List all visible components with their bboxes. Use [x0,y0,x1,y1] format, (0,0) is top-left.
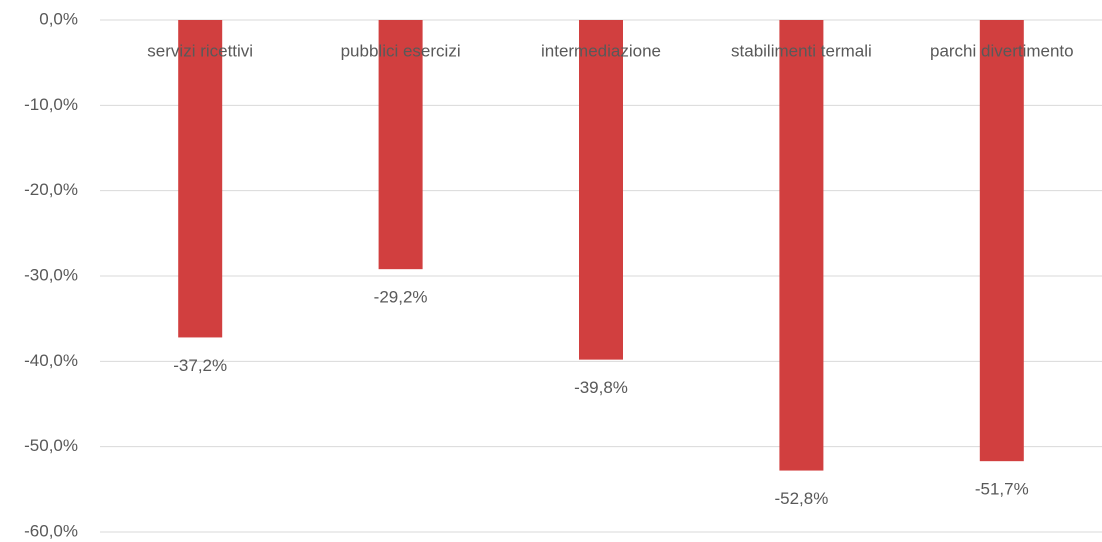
bar [178,20,223,338]
y-tick-label: -50,0% [24,436,78,455]
data-label: -39,8% [574,378,628,397]
x-tick-label: intermediazione [541,41,661,60]
x-tick-label: stabilimenti termali [731,41,872,60]
x-tick-label: servizi ricettivi [147,41,253,60]
data-label: -37,2% [173,356,227,375]
y-tick-label: -60,0% [24,521,78,540]
data-label: -52,8% [774,489,828,508]
y-tick-label: -40,0% [24,351,78,370]
y-tick-label: -30,0% [24,265,78,284]
y-tick-label: 0,0% [39,9,78,28]
y-tick-label: -20,0% [24,180,78,199]
x-tick-label: parchi divertimento [930,41,1074,60]
y-tick-label: -10,0% [24,95,78,114]
bar [378,20,423,270]
data-label: -51,7% [975,480,1029,499]
x-tick-label: pubblici esercizi [341,41,461,60]
bar [979,20,1024,462]
bar [779,20,824,471]
bar [579,20,623,360]
data-label: -29,2% [374,288,428,307]
